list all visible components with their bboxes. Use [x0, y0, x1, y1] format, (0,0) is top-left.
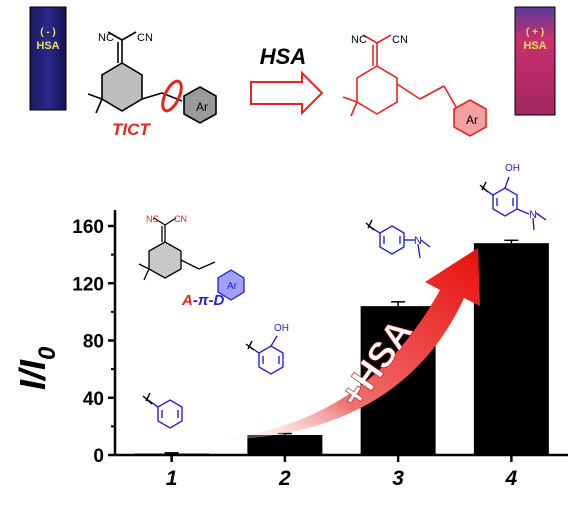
y-tick-label: 40	[83, 389, 104, 410]
inset-acceptor: A	[181, 292, 193, 309]
vial-without-hsa: ( - ) HSA	[29, 6, 67, 111]
x-tick-label: 4	[505, 467, 518, 490]
bar-chart: 0 40 80 120 160 1 2 3 4	[72, 210, 568, 490]
planar-cn-label: CN	[392, 34, 408, 46]
y-tick-label: 0	[93, 446, 104, 467]
bar-2	[247, 434, 323, 455]
tict-ar-label: Ar	[196, 100, 208, 114]
y-axis-title-main: I/I	[12, 359, 53, 390]
y-tick-label: 80	[83, 332, 104, 353]
inset-donor: D	[214, 292, 225, 309]
tict-nc-label: NC	[98, 32, 114, 44]
tict-label: TICT	[112, 120, 151, 139]
vial-right-line1: ( + )	[526, 27, 544, 38]
inset-cn-label: CN	[174, 214, 187, 224]
bars	[134, 239, 549, 456]
reaction-arrow-label: HSA	[260, 44, 306, 69]
inset-sep-1: -	[193, 292, 198, 309]
inset-formula: A-π-D	[181, 292, 225, 309]
substituent-4-n-label: N	[529, 209, 537, 221]
x-tick-label: 1	[166, 467, 178, 490]
substituent-3-n-label: N	[414, 235, 422, 247]
substituent-2-oh-label: OH	[274, 323, 289, 334]
x-tick-label: 2	[278, 467, 291, 490]
bar-4	[473, 243, 549, 455]
inset-structure: NC CN Ar A-π-D	[138, 214, 245, 309]
substituent-phenyl	[142, 392, 183, 429]
planar-ar-label: Ar	[466, 113, 478, 127]
vial-left-line2: HSA	[36, 40, 59, 52]
substituent-4-oh-label: OH	[505, 163, 520, 174]
inset-sep-2: -	[209, 292, 214, 309]
bar-1	[134, 453, 210, 456]
molecule-tict	[87, 31, 217, 124]
inset-ar-label: Ar	[227, 281, 238, 292]
y-tick-label: 120	[72, 274, 104, 295]
tict-cn-label: CN	[137, 32, 153, 44]
vial-left-line1: ( - )	[40, 27, 56, 38]
substituent-hydroxyphenyl	[245, 335, 284, 375]
inset-pi: π	[198, 292, 209, 309]
y-axis-title-sub: 0	[34, 346, 61, 360]
substituent-hydroxy-dimethylaminophenyl	[479, 176, 547, 231]
x-ticks: 1 2 3 4	[166, 455, 518, 490]
planar-nc-label: NC	[351, 34, 367, 46]
inset-nc-label: NC	[146, 214, 159, 224]
substituent-dimethylaminophenyl	[365, 219, 431, 259]
molecule-planar	[342, 34, 487, 137]
reaction-arrow: HSA	[250, 44, 324, 116]
vial-right-line2: HSA	[523, 40, 546, 52]
y-tick-label: 160	[72, 217, 104, 238]
vial-with-hsa: ( + ) HSA	[514, 6, 556, 116]
x-tick-label: 3	[392, 467, 404, 490]
y-axis-title: I/I0	[12, 346, 61, 390]
y-ticks: 0 40 80 120 160	[72, 217, 115, 467]
